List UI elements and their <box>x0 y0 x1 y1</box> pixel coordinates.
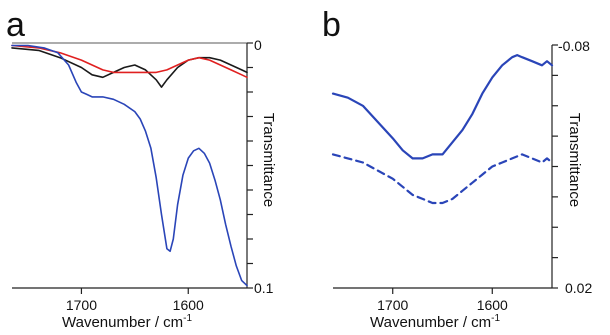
panel-b-x-ticks: 1700 1600 <box>377 288 508 313</box>
panel-a-series-line <box>11 44 248 79</box>
panel-a-ylabel: Transmittance <box>260 113 277 207</box>
panel-a: a 1700 1600 0 0.1 Transmittance Wavenumbe… <box>6 6 277 331</box>
panel-b-xlabel-sup: -1 <box>491 313 500 324</box>
panel-b-series-line <box>331 53 554 160</box>
panel-a-xtick-label: 1700 <box>66 297 97 313</box>
panel-b-xlabel: Wavenumber / cm-1 <box>370 313 500 331</box>
panel-a-series-line <box>11 44 248 287</box>
panel-b-xtick-label: 1600 <box>477 297 508 313</box>
panel-a-ytick-max: 0.1 <box>254 280 274 296</box>
panel-b-xtick-label: 1700 <box>377 297 408 313</box>
panel-b-series <box>331 53 554 205</box>
panel-b-ytick-bottom: 0.02 <box>565 280 592 296</box>
panel-a-xlabel: Wavenumber / cm-1 <box>62 313 192 331</box>
panel-a-x-ticks: 1700 1600 <box>66 288 204 313</box>
panel-b-letter: b <box>322 6 341 44</box>
panel-a-xtick-label: 1600 <box>173 297 204 313</box>
panel-a-letter: a <box>6 6 25 44</box>
panel-a-series-line <box>11 47 248 88</box>
panel-b: b 1700 1600 -0.08 0.02 Transmittance Wave… <box>322 6 592 331</box>
panel-a-ytick-0: 0 <box>254 37 262 53</box>
panel-b-y-ticks <box>552 44 558 289</box>
panel-b-series-line <box>331 153 554 205</box>
panel-a-xlabel-sup: -1 <box>183 313 192 324</box>
panel-b-xlabel-text: Wavenumber / cm <box>370 314 491 331</box>
panel-a-xlabel-text: Wavenumber / cm <box>62 314 183 331</box>
panel-b-ylabel: Transmittance <box>566 113 583 207</box>
panel-a-series <box>11 44 248 287</box>
panel-a-y-ticks <box>247 42 253 289</box>
panel-b-ytick-top: -0.08 <box>558 38 590 54</box>
